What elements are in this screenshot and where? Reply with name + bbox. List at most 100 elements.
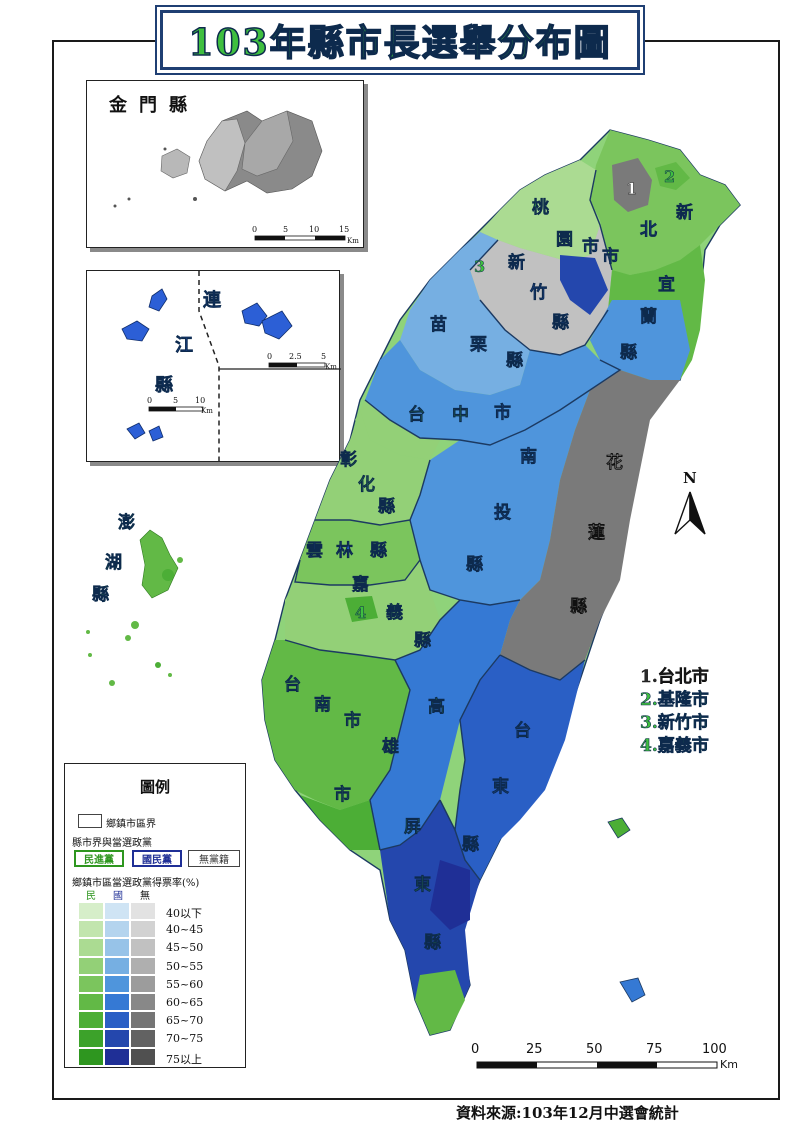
region-changhua (315, 410, 430, 525)
label-yilan-3: 縣 (620, 343, 637, 363)
county-borders (284, 169, 622, 881)
legend-col-kmt: 國 (113, 891, 123, 902)
lienchiang-scalebar-b: 0 5 10 Km (147, 396, 213, 415)
label-taitung-1: 台 (514, 720, 531, 741)
region-kaohsiung (370, 600, 520, 850)
legend-swatch (104, 920, 130, 939)
penghu-char-1: 澎 (118, 512, 135, 533)
legend-class-label: 70~75 (166, 1032, 204, 1046)
kinmen-name: 金門縣 (108, 94, 199, 116)
legend-swatch (78, 902, 104, 921)
lienchiang-scale-a-0: 0 (267, 352, 272, 361)
label-nantou-2: 投 (494, 502, 511, 523)
legend-class-label: 55~60 (166, 977, 204, 991)
legend-swatch (78, 974, 104, 993)
kinmen-scale-0: 0 (252, 225, 257, 234)
label-kaohsiung-3: 市 (334, 784, 351, 805)
lienchiang-char-1: 連 (203, 289, 222, 311)
kinmen-scale-15: 15 (339, 225, 349, 234)
lienchiang-scalebar-a: 0 2.5 5 Km (267, 352, 337, 371)
region-pingtung-green (415, 970, 465, 1035)
scale-unit: Km (720, 1058, 738, 1071)
legend-county-label: 縣市界與當選政黨 (72, 838, 152, 849)
legend-class-label: 75以上 (166, 1052, 202, 1066)
region-pingtung-dark (430, 860, 470, 930)
region-kaohsiung-green (300, 795, 380, 850)
city-chiayi: 4.嘉義市 (640, 736, 709, 757)
legend-swatch (130, 938, 156, 957)
region-taoyuan (480, 160, 600, 262)
lienchiang-scale-b-unit: Km (201, 407, 213, 415)
legend-rate-label: 鄉鎮市區當選政黨得票率(%) (72, 878, 200, 889)
label-miaoli-3: 縣 (506, 351, 523, 371)
label-nantou-1: 南 (520, 446, 537, 467)
label-taitung-2: 東 (492, 776, 509, 797)
legend-swatch (104, 902, 130, 921)
legend-swatch (130, 1011, 156, 1030)
region-hsinchu-kmt (560, 255, 608, 315)
legend-swatch (130, 956, 156, 975)
region-hualien (500, 370, 680, 680)
green-island (607, 817, 631, 839)
label-n4: 4 (355, 603, 366, 622)
legend-swatch (104, 938, 130, 957)
kinmen-scale-unit: Km (347, 237, 359, 245)
label-pingtung-2: 東 (414, 874, 431, 895)
legend-col-dpp: 民 (86, 891, 96, 902)
main-scalebar (476, 1061, 718, 1069)
region-tainan (262, 640, 410, 810)
label-taichung-3: 市 (494, 402, 511, 423)
lienchiang-char-2: 江 (175, 335, 193, 356)
legend-swatch (104, 993, 130, 1012)
label-chiayi-2: 義 (386, 602, 403, 623)
lienchiang-scale-a-unit: Km (325, 363, 337, 371)
city-taipei: 1.台北市 (640, 667, 709, 687)
legend-swatch (78, 1029, 104, 1048)
label-changhua-2: 化 (358, 474, 375, 495)
penghu-char-2: 湖 (105, 553, 122, 573)
legend-swatch (104, 1047, 130, 1066)
region-taichung-green (355, 400, 440, 460)
legend-swatch (78, 993, 104, 1012)
lienchiang-scale-a-2: 5 (321, 352, 326, 361)
label-miaoli-2: 栗 (470, 335, 487, 355)
region-miaoli (400, 232, 530, 395)
kinmen-scale-10: 10 (309, 225, 319, 234)
legend-boundary-label: 鄉鎮市區界 (106, 819, 156, 830)
scale-tick-25: 25 (526, 1042, 543, 1057)
legend-swatch (104, 974, 130, 993)
legend-swatch (130, 920, 156, 939)
lienchiang-scale-b-1: 5 (173, 396, 178, 405)
label-newtaipei-3: 市 (602, 246, 619, 267)
legend-class-label: 45~50 (166, 941, 204, 955)
label-n2: 2 (664, 167, 675, 186)
label-taoyuan-3: 市 (582, 236, 599, 257)
region-yilan-blue (590, 300, 690, 380)
region-taipei (612, 158, 652, 212)
region-taitung (455, 655, 585, 880)
legend-swatch (78, 956, 104, 975)
legend-class-label: 40以下 (166, 907, 202, 920)
label-newtaipei-2: 北 (640, 220, 657, 240)
legend-party-dpp: 民進黨 (74, 850, 124, 867)
north-arrow: N (674, 469, 706, 535)
label-pingtung-1: 屏 (404, 817, 421, 837)
label-yunlin-1: 雲 (306, 541, 323, 561)
legend-swatch (130, 1047, 156, 1066)
label-hualien-3: 縣 (570, 597, 587, 617)
legend-swatch (130, 1029, 156, 1048)
city-list: 1.台北市 2.基隆市 3.新竹市 4.嘉義市 (640, 666, 709, 758)
label-yilan-2: 蘭 (640, 306, 657, 327)
penghu-islands: 澎 湖 縣 (86, 512, 183, 686)
lienchiang-char-3: 縣 (155, 375, 173, 396)
label-taichung-1: 台 (408, 404, 425, 425)
legend-title: 圖例 (139, 778, 170, 796)
lienchiang-inset: 連 江 縣 0 2.5 5 Km 0 5 10 Km (86, 270, 341, 463)
lienchiang-scale-b-0: 0 (147, 396, 152, 405)
region-keelung (655, 162, 690, 190)
legend-swatch (130, 902, 156, 921)
kinmen-scale-5: 5 (283, 225, 288, 234)
north-arrow-label: N (683, 469, 697, 487)
label-yilan-1: 宜 (658, 274, 675, 295)
lienchiang-map: 連 江 縣 0 2.5 5 Km 0 5 10 Km (121, 271, 341, 463)
